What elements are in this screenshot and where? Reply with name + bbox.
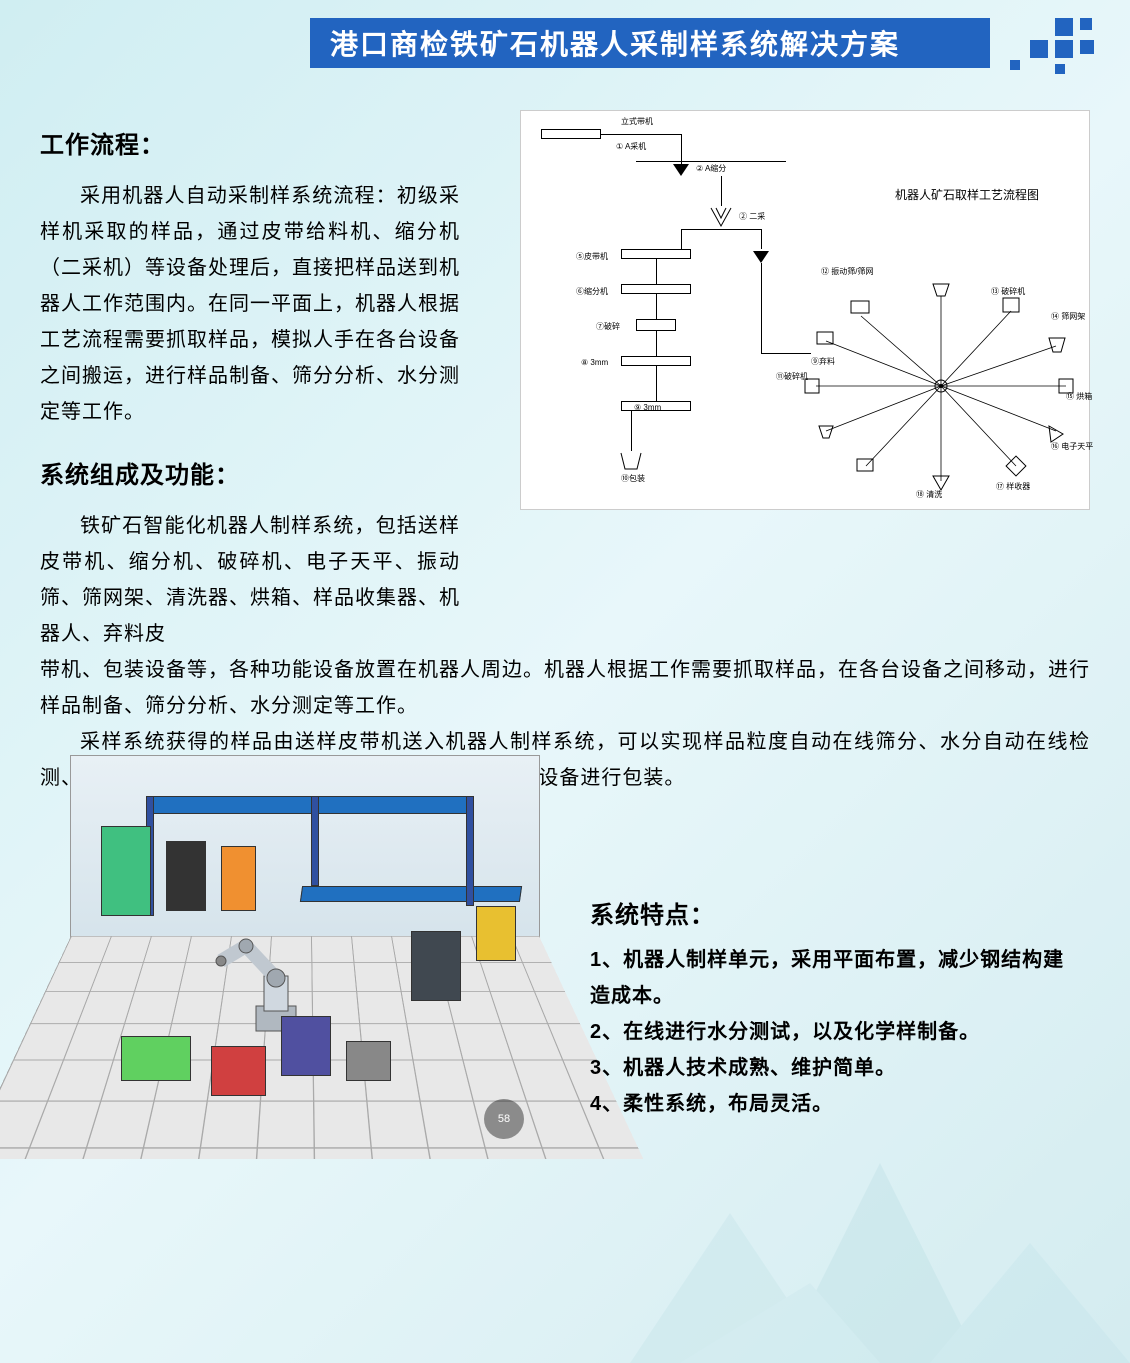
deco-sq (1080, 18, 1092, 30)
post (466, 796, 474, 906)
title-banner: 港口商检铁矿石机器人采制样系统解决方案 (310, 18, 990, 68)
machine-green (121, 1036, 191, 1081)
composition-body-wide: 带机、包装设备等，各种功能设备放置在机器人周边。机器人根据工作需要抓取样品，在各… (40, 652, 1090, 724)
sch-line (721, 176, 722, 206)
sch-line (681, 134, 682, 164)
machine-yellow (476, 906, 516, 961)
flowchart-diagram: 机器人矿石取样工艺流程图 立式带机 ① A采机 ② A缩分 ② 二采 ⑤皮带机 … (520, 110, 1090, 510)
feature-item: 1、机器人制样单元，采用平面布置，减少钢结构建造成本。 (590, 942, 1080, 1014)
feature-item: 4、柔性系统，布局灵活。 (590, 1086, 1080, 1122)
sch-bucket-icon (619, 451, 643, 471)
sch-label: ① A采机 (616, 141, 646, 152)
machine-red (211, 1046, 266, 1096)
sch-line (656, 294, 657, 319)
conveyor-mid (300, 886, 522, 902)
sch-label: ⑰ 样收器 (996, 481, 1030, 492)
sch-label: ⑱ 清洗 (916, 489, 942, 500)
deco-sq (1055, 64, 1065, 74)
sch-funnel (673, 164, 689, 176)
sch-line (656, 331, 657, 356)
sch-label: ⑨弃料 (811, 356, 835, 367)
sch-label: ⑨ 3mm (634, 403, 661, 412)
sch-conveyor (541, 129, 601, 139)
sch-label: ② 二采 (739, 211, 765, 222)
sch-line (681, 229, 761, 230)
feature-item: 2、在线进行水分测试，以及化学样制备。 (590, 1014, 1080, 1050)
machine-dark (411, 931, 461, 1001)
sch-label: ⑤皮带机 (576, 251, 608, 262)
deco-sq (1080, 40, 1094, 54)
section-workflow: 工作流程： 采用机器人自动采制样系统流程：初级采样机采取的样品，通过皮带给料机、… (40, 125, 460, 430)
robot-hub-diagram (801, 276, 1081, 496)
sch-label: ② A缩分 (696, 163, 726, 174)
sch-label: ⑪破碎机 (776, 371, 808, 382)
features-title: 系统特点： (590, 895, 1080, 930)
render-badge: 58 (484, 1099, 524, 1139)
sch-funnel (753, 251, 769, 263)
sch-box (621, 356, 691, 366)
machine-cabinet (101, 826, 151, 916)
deco-sq (1055, 40, 1073, 58)
deco-sq (1055, 18, 1073, 36)
sch-label: ⑯ 电子天平 (1051, 441, 1093, 452)
sch-box (636, 319, 676, 331)
deco-sq (1030, 40, 1048, 58)
machine-grey (346, 1041, 391, 1081)
sch-label: ⑦破碎 (596, 321, 620, 332)
sch-box (621, 249, 691, 259)
machine-blue (281, 1016, 331, 1076)
sch-label: ⑥缩分机 (576, 286, 608, 297)
corner-decoration (1000, 18, 1120, 78)
deco-sq (1010, 60, 1020, 70)
sch-line (636, 161, 786, 162)
sch-line (631, 411, 632, 451)
machine-crusher (166, 841, 206, 911)
sch-box (621, 284, 691, 294)
sch-label: ⑧ 3mm (581, 358, 608, 367)
machine-oven (221, 846, 256, 911)
sch-line (761, 229, 762, 249)
section-features: 系统特点： 1、机器人制样单元，采用平面布置，减少钢结构建造成本。 2、在线进行… (590, 895, 1080, 1122)
sch-line (601, 134, 681, 135)
sch-line (761, 263, 762, 353)
workflow-title: 工作流程： (40, 125, 460, 160)
feature-item: 3、机器人技术成熟、维护简单。 (590, 1050, 1080, 1086)
sch-line (656, 366, 657, 401)
sch-label: ⑭ 筛网架 (1051, 311, 1085, 322)
sch-label: 立式带机 (621, 116, 653, 127)
sch-line (656, 259, 657, 284)
sch-splitter-icon (709, 206, 733, 228)
sch-label: ⑮ 烘箱 (1066, 391, 1092, 402)
post (311, 796, 319, 886)
diagram-title: 机器人矿石取样工艺流程图 (895, 186, 1039, 203)
workflow-body: 采用机器人自动采制样系统流程：初级采样机采取的样品，通过皮带给料机、缩分机（二采… (40, 178, 460, 430)
title-text: 港口商检铁矿石机器人采制样系统解决方案 (330, 23, 900, 63)
render-3d-image: 58 (70, 755, 540, 1155)
sch-label: ⑬ 破碎机 (991, 286, 1025, 297)
sch-label: ⑫ 振动筛/筛网 (821, 266, 873, 277)
schematic: 机器人矿石取样工艺流程图 立式带机 ① A采机 ② A缩分 ② 二采 ⑤皮带机 … (521, 111, 1089, 509)
sch-label: ⑩包装 (621, 473, 645, 484)
sch-line (681, 229, 682, 249)
composition-body-narrow: 铁矿石智能化机器人制样系统，包括送样皮带机、缩分机、破碎机、电子天平、振动筛、筛… (40, 508, 460, 652)
